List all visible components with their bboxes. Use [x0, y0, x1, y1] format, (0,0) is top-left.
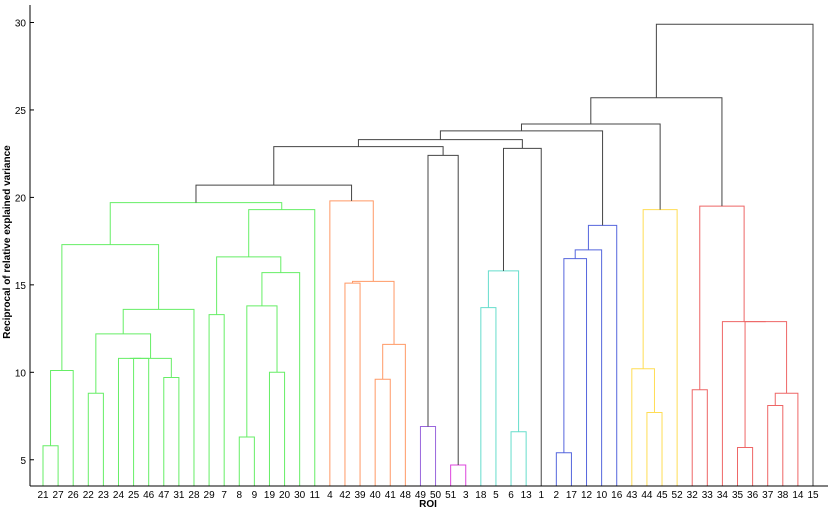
- x-tick-label: 3: [463, 490, 469, 501]
- x-tick-label: 13: [521, 490, 533, 501]
- x-tick-label: 10: [596, 490, 608, 501]
- x-tick-label: 15: [807, 490, 819, 501]
- y-axis-ticks: 5 10 15 20 25 30: [15, 18, 34, 467]
- dendrogram-link: [427, 154, 459, 466]
- x-axis-ticks: 21 27 26 22 23 24 25 46 47 31 28 29 7 8 9 19 20 30 11 4 42 39…: [37, 490, 819, 501]
- x-tick-label: 46: [143, 490, 155, 501]
- x-tick-label: 52: [672, 490, 684, 501]
- plot-area: [30, 5, 828, 486]
- x-tick-label: 11: [310, 490, 321, 501]
- x-tick-label: 44: [641, 490, 653, 501]
- x-tick-label: 4: [327, 490, 333, 501]
- x-tick-label: 17: [566, 490, 578, 501]
- x-tick-label: 14: [792, 490, 804, 501]
- x-tick-label: 2: [554, 490, 560, 501]
- x-tick-label: 29: [204, 490, 216, 501]
- dendrogram-link: [246, 305, 278, 438]
- x-tick-label: 6: [508, 490, 514, 501]
- x-tick-label: 48: [400, 490, 412, 501]
- x-tick-label: 27: [53, 490, 65, 501]
- x-tick-label: 47: [158, 490, 170, 501]
- x-tick-label: 22: [83, 490, 95, 501]
- y-tick-label: 5: [20, 456, 26, 467]
- x-tick-label: 41: [385, 490, 397, 501]
- x-tick-label: 35: [732, 490, 744, 501]
- dendrogram-link: [382, 343, 406, 486]
- dendrogram-link: [767, 405, 784, 486]
- x-tick-label: 38: [777, 490, 789, 501]
- x-tick-label: 7: [221, 490, 227, 501]
- dendrogram-link: [261, 272, 301, 486]
- x-tick-label: 9: [252, 490, 258, 501]
- x-tick-label: 43: [626, 490, 638, 501]
- dendrogram-link: [642, 209, 678, 486]
- x-axis-label: ROI: [419, 499, 437, 509]
- y-tick-label: 15: [15, 281, 27, 292]
- x-tick-label: 21: [37, 490, 49, 501]
- x-tick-label: 5: [493, 490, 499, 501]
- x-tick-label: 51: [445, 490, 457, 501]
- x-tick-label: 26: [68, 490, 80, 501]
- dendrogram-link: [42, 445, 59, 486]
- x-tick-label: 34: [717, 490, 729, 501]
- x-tick-label: 36: [747, 490, 759, 501]
- dendrogram-link: [721, 321, 766, 486]
- dendrogram-link: [248, 209, 316, 486]
- x-tick-label: 12: [581, 490, 593, 501]
- y-tick-label: 20: [15, 193, 27, 204]
- dendrogram-link: [574, 249, 603, 486]
- x-tick-label: 8: [236, 490, 242, 501]
- x-tick-label: 25: [128, 490, 140, 501]
- dendrogram-link: [450, 464, 467, 486]
- x-tick-label: 18: [475, 490, 487, 501]
- dendrogram-link: [655, 23, 814, 486]
- x-tick-label: 50: [430, 490, 442, 501]
- x-tick-label: 37: [762, 490, 774, 501]
- x-tick-label: 19: [264, 490, 276, 501]
- x-tick-label: 49: [415, 490, 427, 501]
- dendrogram-link: [129, 357, 172, 378]
- y-axis-label: Reciprocal of relative explained varianc…: [2, 145, 13, 339]
- x-tick-label: 28: [188, 490, 200, 501]
- dendrogram-link: [419, 426, 437, 486]
- x-tick-label: 39: [354, 490, 366, 501]
- dendrogram-link: [122, 308, 195, 486]
- x-tick-label: 16: [611, 490, 623, 501]
- dendrogram-link: [480, 307, 497, 486]
- x-tick-label: 20: [279, 490, 291, 501]
- x-tick-label: 45: [656, 490, 668, 501]
- x-tick-label: 33: [702, 490, 714, 501]
- x-tick-label: 1: [538, 490, 544, 501]
- x-tick-label: 40: [370, 490, 382, 501]
- x-tick-label: 31: [173, 490, 185, 501]
- y-tick-label: 30: [15, 18, 27, 29]
- x-tick-label: 42: [339, 490, 351, 501]
- dendrogram-link: [631, 368, 655, 486]
- y-tick-label: 10: [15, 368, 27, 379]
- x-tick-label: 24: [113, 490, 125, 501]
- dendrogram-links: [42, 23, 814, 486]
- y-tick-label: 25: [15, 106, 27, 117]
- dendrogram-link: [439, 130, 604, 226]
- x-tick-label: 32: [687, 490, 699, 501]
- dendrogram-link: [487, 270, 520, 432]
- x-tick-label: 30: [294, 490, 306, 501]
- x-tick-label: 23: [98, 490, 110, 501]
